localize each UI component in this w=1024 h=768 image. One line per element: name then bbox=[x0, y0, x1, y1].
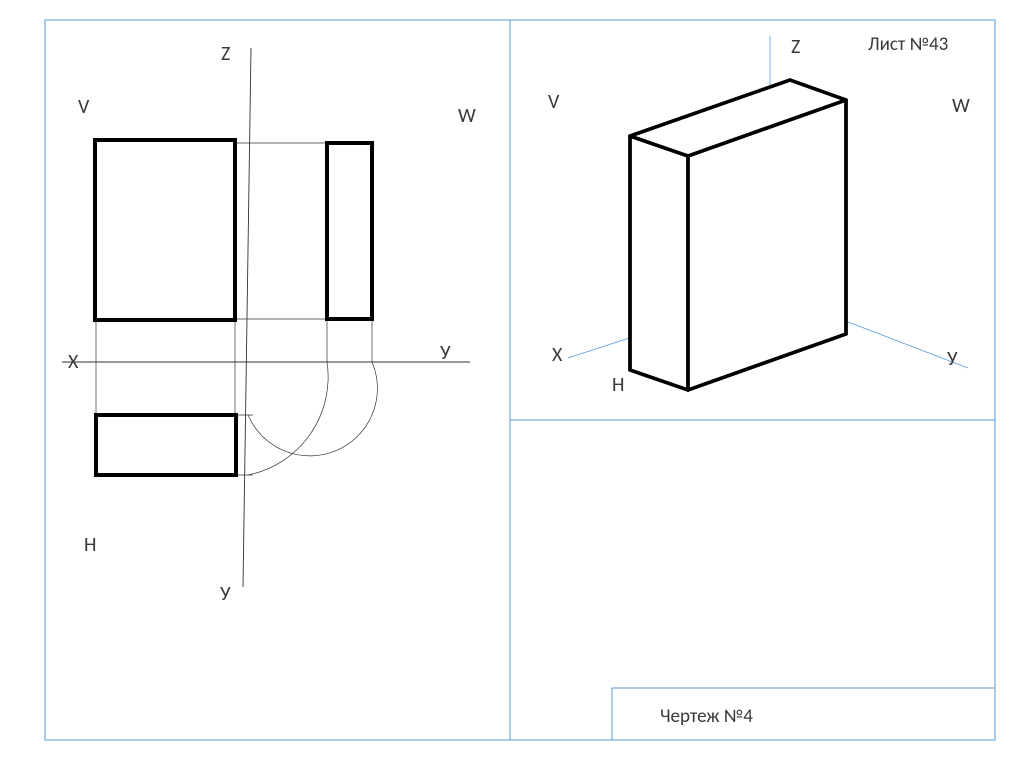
axis-label-right-X: Х bbox=[552, 343, 563, 367]
axis-label-Y_right: У bbox=[440, 341, 451, 365]
sheet-number-label: Лист №43 bbox=[868, 33, 948, 56]
top-view bbox=[96, 415, 236, 475]
side-view bbox=[327, 143, 372, 319]
axis-label-right-H: Н bbox=[612, 373, 624, 397]
proj-arc-inner bbox=[248, 362, 377, 456]
iso-front-face bbox=[630, 136, 688, 390]
axis-label-right-V: V bbox=[548, 90, 560, 114]
drawing-canvas: V Z W Х У Н У V Z W Х Н У Лист №43 Чертеж №4 bbox=[0, 0, 1024, 768]
drawing-title-label: Чертеж №4 bbox=[660, 705, 753, 728]
axis-label-right-Y: У bbox=[947, 347, 958, 371]
axis-label-W: W bbox=[458, 104, 476, 128]
outer-frame bbox=[45, 20, 995, 740]
axis-label-Y_bottom: У bbox=[220, 582, 231, 606]
axis-label-right-Z: Z bbox=[791, 35, 800, 59]
axis-label-V: V bbox=[78, 95, 90, 119]
axis-label-X: Х bbox=[68, 350, 79, 374]
front-view bbox=[95, 140, 235, 320]
left-z-axis bbox=[243, 48, 251, 587]
axis-label-H: Н bbox=[84, 533, 96, 557]
proj-arc-outer bbox=[248, 362, 328, 475]
axis-label-right-W: W bbox=[952, 94, 970, 118]
axis-label-Z: Z bbox=[221, 42, 230, 66]
